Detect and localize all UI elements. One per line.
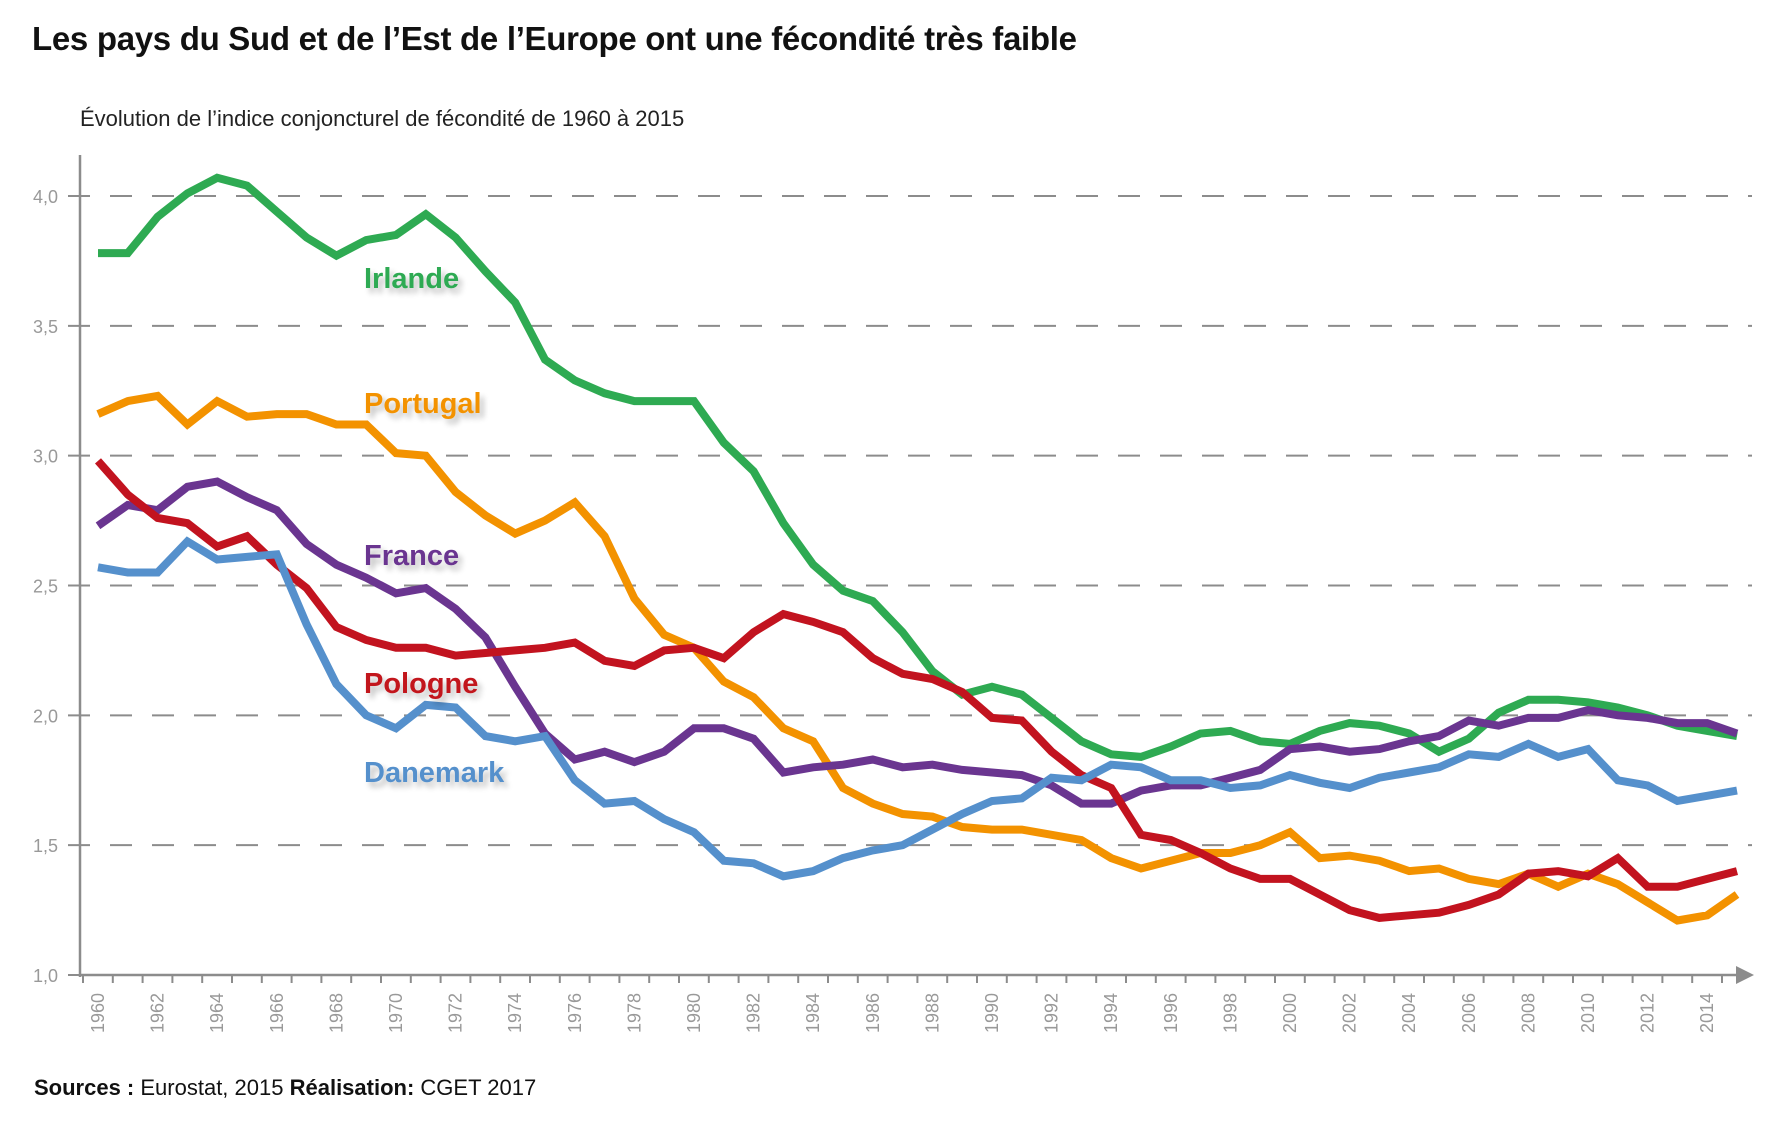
x-tick-label: 1972	[446, 993, 466, 1033]
x-tick-label: 1994	[1101, 993, 1121, 1033]
series-labels: Irlande Portugal France Pologne Danemark	[364, 263, 505, 789]
x-tick-label: 1964	[207, 993, 227, 1033]
axes	[78, 155, 1754, 984]
realisation-label: Réalisation:	[289, 1075, 415, 1100]
x-tick-label: 1974	[505, 993, 525, 1033]
x-tick-label: 1988	[922, 993, 942, 1033]
y-tick-label: 3,5	[33, 317, 58, 337]
series-line-pologne	[95, 458, 1739, 922]
y-tick-label: 1,5	[33, 836, 58, 856]
y-tick-label: 1,0	[33, 966, 58, 986]
x-tick-label: 1978	[624, 993, 644, 1033]
series-label-france: France	[364, 540, 459, 572]
x-axis-ticks: 1960 1962 1964 1966 1968 1970 1972 1974 1976 1978…	[82, 975, 1723, 1033]
sources-label: Sources :	[34, 1075, 135, 1100]
series-line-irlande	[98, 173, 1738, 761]
x-tick-label: 1992	[1042, 993, 1062, 1033]
series-line-france	[95, 477, 1739, 808]
x-tick-label: 1984	[803, 993, 823, 1033]
series-lines	[95, 173, 1740, 925]
y-tick-label: 3,0	[33, 447, 58, 467]
y-tick-label: 2,5	[33, 577, 58, 597]
x-tick-label: 1982	[744, 993, 764, 1033]
x-tick-label: 1966	[267, 993, 287, 1033]
x-tick-label: 1998	[1220, 993, 1240, 1033]
x-tick-label: 1970	[386, 993, 406, 1033]
x-tick-label: 1962	[148, 993, 168, 1033]
gridlines	[110, 195, 1752, 847]
y-axis-ticks: 1,0 1,5 2,0 2,5 3,0 3,5 4,0	[33, 187, 90, 986]
series-line-portugal	[96, 391, 1740, 925]
x-axis-arrow-icon	[1736, 966, 1754, 984]
x-tick-label: 2008	[1518, 993, 1538, 1033]
x-tick-label: 1960	[88, 993, 108, 1033]
x-tick-label: 1980	[684, 993, 704, 1033]
x-tick-label: 2004	[1399, 993, 1419, 1033]
series-label-portugal: Portugal	[364, 388, 482, 420]
y-tick-label: 2,0	[33, 706, 58, 726]
y-tick-label: 4,0	[33, 187, 58, 207]
x-tick-label: 1986	[863, 993, 883, 1033]
x-tick-label: 2002	[1340, 993, 1360, 1033]
chart-title: Les pays du Sud et de l’Est de l’Europe …	[32, 20, 1077, 57]
series-label-pologne: Pologne	[364, 668, 478, 700]
x-tick-label: 2000	[1280, 993, 1300, 1033]
x-tick-label: 2012	[1638, 993, 1658, 1033]
x-tick-label: 2006	[1459, 993, 1479, 1033]
x-tick-label: 1968	[326, 993, 346, 1033]
realisation-value: CGET 2017	[414, 1075, 537, 1100]
sources-value: Eurostat, 2015	[134, 1075, 290, 1100]
x-tick-label: 1996	[1161, 993, 1181, 1033]
chart-subtitle: Évolution de l’indice conjoncturel de fé…	[80, 106, 685, 131]
series-label-irlande: Irlande	[364, 263, 459, 295]
source-note: Sources : Eurostat, 2015 Réalisation: CG…	[34, 1075, 536, 1101]
series-label-danemark: Danemark	[364, 757, 505, 789]
x-tick-label: 2014	[1697, 993, 1717, 1033]
series-line-danemark	[97, 536, 1738, 881]
x-tick-label: 1976	[565, 993, 585, 1033]
x-tick-label: 1990	[982, 993, 1002, 1033]
x-tick-label: 2010	[1578, 993, 1598, 1033]
